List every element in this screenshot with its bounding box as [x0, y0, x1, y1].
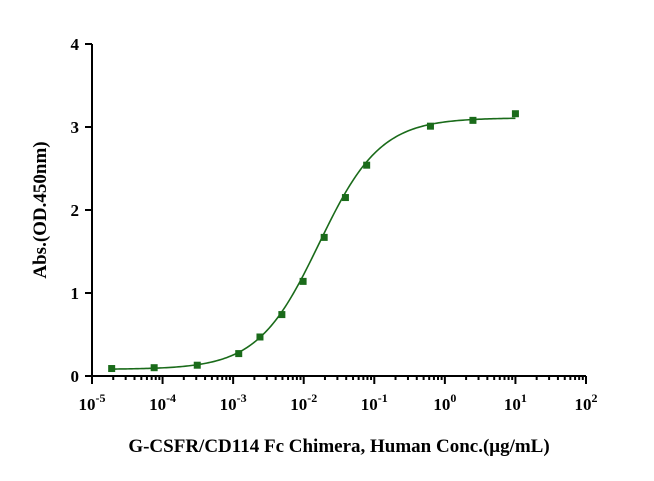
x-axis-title: G-CSFR/CD114 Fc Chimera, Human Conc.(μg/… — [128, 436, 549, 457]
data-point — [256, 333, 264, 341]
x-tick-label: 10-5 — [79, 391, 106, 414]
data-point — [363, 161, 371, 169]
data-point — [469, 116, 477, 124]
y-ticks: 0 1 2 3 4 — [71, 35, 92, 386]
fit-curve — [111, 117, 516, 370]
y-tick-label: 4 — [71, 35, 80, 54]
data-point — [278, 311, 286, 319]
data-point — [426, 122, 434, 130]
series-layer — [108, 110, 519, 373]
y-tick-label: 1 — [71, 284, 80, 303]
y-axis-title: Abs.(OD.450nm) — [30, 141, 51, 278]
y-tick-label: 3 — [71, 118, 80, 137]
data-point — [320, 233, 328, 241]
x-ticks: 10-5 10-4 10-3 10-2 10-1 100 101 102 — [79, 376, 598, 414]
x-tick-label: 10-2 — [290, 391, 317, 414]
x-tick-label: 101 — [504, 391, 527, 414]
data-point — [108, 365, 116, 373]
x-tick-label: 10-3 — [220, 391, 247, 414]
data-point — [299, 277, 307, 285]
x-tick-label: 100 — [433, 391, 456, 414]
y-tick-label: 0 — [71, 367, 80, 386]
axes — [91, 44, 586, 377]
y-tick-label: 2 — [71, 201, 80, 220]
data-point — [511, 110, 519, 118]
x-tick-label: 102 — [575, 391, 598, 414]
x-tick-label: 10-4 — [149, 391, 176, 414]
data-point — [193, 361, 201, 369]
x-tick-label: 10-1 — [361, 391, 388, 414]
data-point — [341, 194, 349, 202]
data-point — [150, 364, 158, 372]
data-point — [235, 350, 243, 358]
